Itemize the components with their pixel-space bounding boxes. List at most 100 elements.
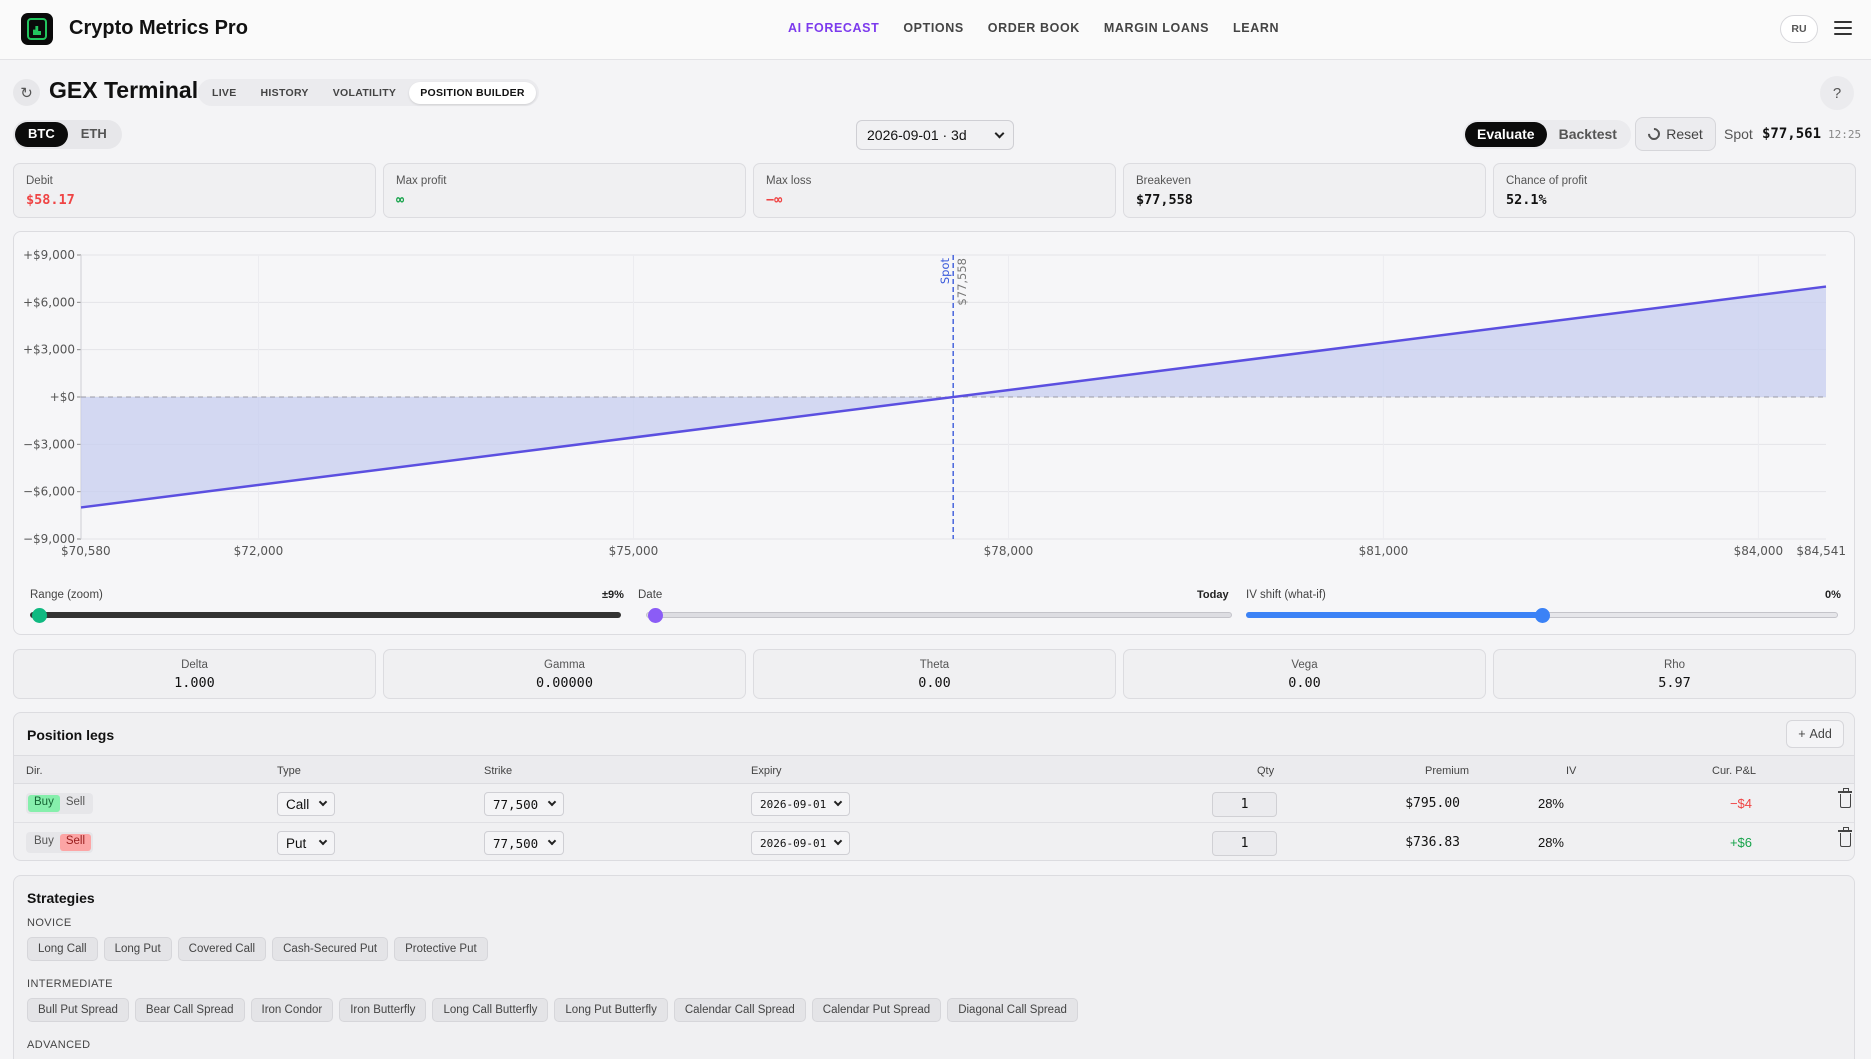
- trash-icon[interactable]: [1838, 827, 1852, 847]
- hamburger-menu-icon[interactable]: [1834, 21, 1852, 35]
- category-novice-label: NOVICE: [27, 917, 72, 929]
- buy-button[interactable]: Buy: [28, 795, 60, 812]
- col-type: Type: [277, 765, 301, 777]
- strategy-chip[interactable]: Iron Condor: [250, 998, 334, 1022]
- pnl-chart[interactable]: +$9,000 +$6,000 +$3,000 +$0 −$3,000 −$6,000 −$…: [14, 232, 1856, 562]
- strategy-chip[interactable]: Bear Call Spread: [134, 998, 245, 1022]
- logo-chart-icon: [27, 18, 47, 40]
- premium-value: $736.83: [1405, 835, 1460, 850]
- tab-position-builder[interactable]: POSITION BUILDER: [409, 81, 536, 104]
- strategy-chip[interactable]: Bull Put Spread: [27, 998, 129, 1022]
- strategy-chip[interactable]: Protective Put: [394, 937, 488, 961]
- pnl-line: [80, 285, 1827, 509]
- date-label: Date: [638, 589, 663, 601]
- quantity-input[interactable]: 1: [1212, 831, 1277, 856]
- x-tick-label: $81,000: [1359, 544, 1409, 558]
- language-button[interactable]: RU: [1780, 15, 1818, 43]
- buy-button[interactable]: Buy: [34, 835, 54, 847]
- nav-ai-forecast[interactable]: AI FORECAST: [788, 21, 880, 35]
- sell-button[interactable]: Sell: [59, 834, 92, 851]
- sell-button[interactable]: Sell: [65, 796, 86, 808]
- app-title[interactable]: Crypto Metrics Pro: [69, 17, 248, 39]
- metric-label: Debit: [26, 175, 53, 187]
- reset-button[interactable]: Reset: [1635, 117, 1716, 151]
- trash-icon[interactable]: [1838, 788, 1852, 808]
- help-icon[interactable]: ?: [1820, 76, 1854, 110]
- col-strike: Strike: [484, 765, 513, 777]
- date-thumb[interactable]: [648, 608, 663, 623]
- leg-expiry-value: 2026-09-01: [760, 797, 827, 811]
- nav-order-book[interactable]: ORDER BOOK: [987, 21, 1080, 35]
- y-tick-label: +$6,000: [23, 295, 75, 309]
- metric-card-breakeven: Breakeven $77,558: [1123, 163, 1486, 218]
- expiry-select-leg[interactable]: 2026-09-01: [751, 831, 850, 855]
- plus-icon: +: [1798, 727, 1806, 741]
- strike-select[interactable]: 77,500: [484, 831, 564, 855]
- col-expiry: Expiry: [751, 765, 782, 777]
- greek-card-vega: Vega 0.00: [1123, 649, 1486, 699]
- strategy-chip[interactable]: Long Call: [27, 937, 98, 961]
- strike-select-value: 77,500: [493, 796, 539, 812]
- nav-options[interactable]: OPTIONS: [903, 21, 964, 35]
- greek-label: Theta: [919, 659, 950, 671]
- direction-toggle: Buy Sell: [26, 793, 94, 814]
- quantity-input[interactable]: 1: [1212, 792, 1277, 817]
- evaluate-button[interactable]: Evaluate: [1465, 122, 1547, 147]
- novice-strategies: Long Call Long Put Covered Call Cash-Secure…: [27, 937, 488, 961]
- iv-shift-thumb[interactable]: [1535, 608, 1550, 623]
- y-tick-label: +$0: [50, 390, 75, 404]
- app-logo[interactable]: [21, 13, 53, 45]
- expiry-select[interactable]: 2026-09-01 · 3d: [856, 120, 1014, 150]
- spot-timestamp: 12:25: [1828, 128, 1862, 141]
- chevron-down-icon: [833, 836, 843, 846]
- greek-card-rho: Rho 5.97: [1493, 649, 1856, 699]
- strategy-chip[interactable]: Iron Butterfly: [339, 998, 427, 1022]
- pnl-chart-panel: +$9,000 +$6,000 +$3,000 +$0 −$3,000 −$6,000 −$…: [13, 231, 1855, 635]
- tab-volatility[interactable]: VOLATILITY: [332, 86, 397, 99]
- pnl-value: +$6: [1729, 835, 1752, 850]
- greek-label: Vega: [1291, 659, 1318, 671]
- asset-btc-button[interactable]: BTC: [15, 122, 68, 147]
- asset-eth-button[interactable]: ETH: [80, 126, 107, 141]
- y-tick-label: −$3,000: [23, 437, 75, 451]
- expiry-select-leg[interactable]: 2026-09-01: [751, 792, 850, 816]
- type-select[interactable]: Call: [277, 792, 335, 816]
- strike-select[interactable]: 77,500: [484, 792, 564, 816]
- date-slider[interactable]: [646, 612, 1232, 618]
- strategy-chip[interactable]: Calendar Call Spread: [673, 998, 806, 1022]
- greek-label: Gamma: [544, 659, 585, 671]
- spot-price: $77,561: [1762, 126, 1822, 142]
- strategy-chip[interactable]: Long Put Butterfly: [554, 998, 668, 1022]
- pnl-value: −$4: [1729, 796, 1752, 811]
- backtest-button[interactable]: Backtest: [1558, 126, 1617, 142]
- metric-label: Chance of profit: [1506, 175, 1588, 187]
- col-cur-pnl: Cur. P&L: [1712, 765, 1757, 777]
- range-zoom-slider[interactable]: [30, 612, 621, 618]
- type-select[interactable]: Put: [277, 831, 335, 855]
- x-tick-label: $84,541: [1796, 544, 1846, 558]
- strategy-chip[interactable]: Calendar Put Spread: [811, 998, 942, 1022]
- nav-margin-loans[interactable]: MARGIN LOANS: [1103, 21, 1210, 35]
- add-leg-label: Add: [1809, 727, 1832, 741]
- range-zoom-thumb[interactable]: [32, 608, 47, 623]
- nav-learn[interactable]: LEARN: [1233, 21, 1280, 35]
- strategies-panel: Strategies NOVICE Long Call Long Put Cover…: [13, 875, 1855, 1059]
- tab-history[interactable]: HISTORY: [260, 86, 309, 99]
- strategy-chip[interactable]: Long Put: [103, 937, 172, 961]
- metric-label: Max profit: [396, 175, 447, 187]
- greek-value: 0.00: [1288, 675, 1321, 691]
- strategy-chip[interactable]: Covered Call: [177, 937, 267, 961]
- strategy-chip[interactable]: Diagonal Call Spread: [947, 998, 1078, 1022]
- intermediate-strategies: Bull Put Spread Bear Call Spread Iron Cond…: [27, 998, 1078, 1022]
- greek-value: 1.000: [174, 675, 215, 691]
- add-leg-button[interactable]: + Add: [1786, 720, 1844, 748]
- strategy-chip[interactable]: Cash-Secured Put: [272, 937, 389, 961]
- tab-live[interactable]: LIVE: [212, 86, 237, 99]
- top-navbar: Crypto Metrics Pro AI FORECAST OPTIONS O…: [0, 0, 1871, 60]
- metric-card-max-profit: Max profit ∞: [383, 163, 746, 218]
- iv-value: 28%: [1537, 835, 1564, 850]
- refresh-icon[interactable]: ↻: [13, 79, 40, 106]
- main-nav: AI FORECAST OPTIONS ORDER BOOK MARGIN LO…: [788, 21, 1279, 35]
- strategy-chip[interactable]: Long Call Butterfly: [432, 998, 549, 1022]
- iv-shift-slider[interactable]: [1246, 612, 1542, 618]
